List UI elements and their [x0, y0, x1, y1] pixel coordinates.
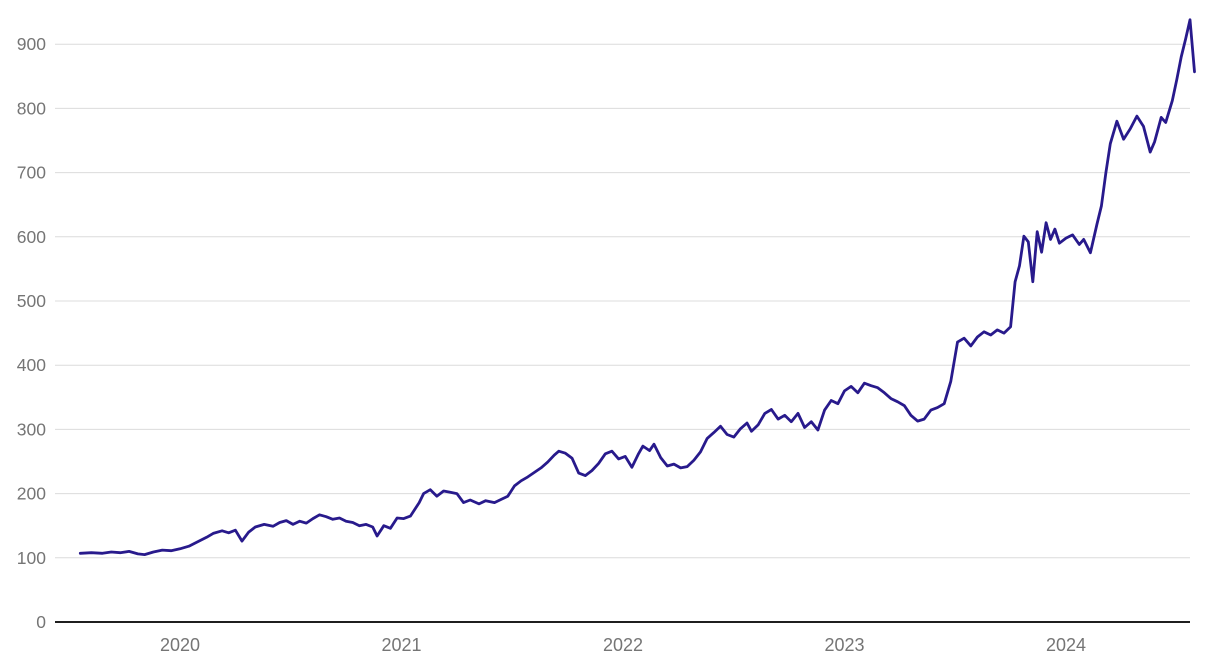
- y-axis-label: 900: [17, 34, 46, 54]
- y-axis-label: 100: [17, 548, 46, 568]
- x-axis-label: 2023: [824, 635, 864, 655]
- y-axis-label: 300: [17, 419, 46, 439]
- x-axis-label: 2021: [381, 635, 421, 655]
- x-axis-label: 2022: [603, 635, 643, 655]
- y-axis-label: 600: [17, 227, 46, 247]
- y-axis-label: 400: [17, 355, 46, 375]
- x-axis-label: 2024: [1046, 635, 1086, 655]
- x-axis-label: 2020: [160, 635, 200, 655]
- y-axis-label: 500: [17, 291, 46, 311]
- price-line: [78, 18, 1196, 556]
- y-axis-label: 200: [17, 484, 46, 504]
- y-axis-label: 0: [36, 612, 46, 632]
- y-axis-label: 800: [17, 98, 46, 118]
- y-axis-label: 700: [17, 163, 46, 183]
